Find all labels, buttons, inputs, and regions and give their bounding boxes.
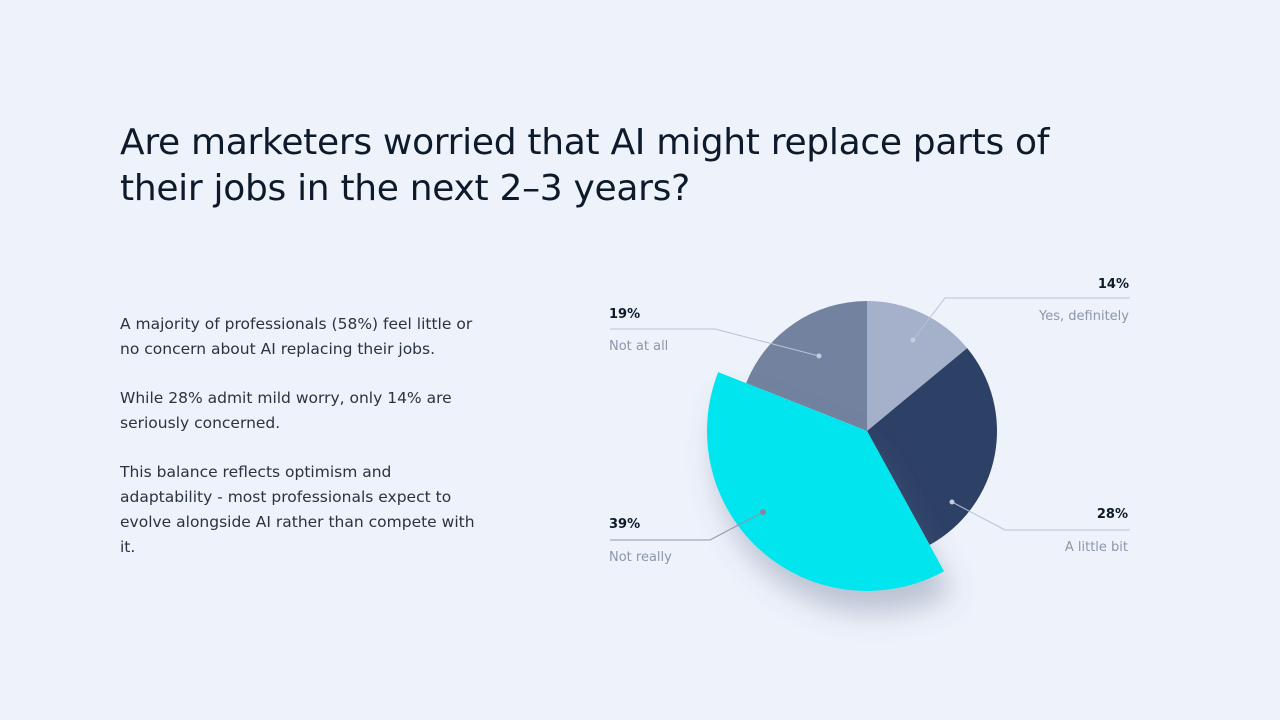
summary-text: A majority of professionals (58%) feel l… [120, 312, 480, 584]
pct-notreally: 39% [609, 517, 641, 532]
dot-yes [910, 337, 916, 343]
pct-yes: 14% [1097, 277, 1129, 292]
paragraph-3: This balance reflects optimism and adapt… [120, 463, 475, 556]
leader-notatall [610, 328, 820, 357]
pie-slice-not-at-all [746, 301, 867, 431]
dot-little [949, 499, 955, 505]
label-yes: Yes, definitely [1039, 309, 1129, 324]
leader-little [951, 501, 1130, 531]
leader-notreally [610, 511, 764, 541]
dot-notreally [760, 509, 766, 515]
pie-slice-not-really [707, 372, 945, 592]
pct-notatall: 19% [609, 307, 641, 322]
paragraph-2: While 28% admit mild worry, only 14% are… [120, 389, 452, 432]
pct-little: 28% [1096, 507, 1128, 522]
label-notreally: Not really [609, 550, 672, 565]
pie-slice-a-little-bit [867, 348, 998, 545]
paragraph-1: A majority of professionals (58%) feel l… [120, 315, 473, 358]
label-little: A little bit [1064, 540, 1128, 555]
page-title: Are marketers worried that AI might repl… [120, 122, 1050, 209]
leader-yes [912, 297, 1130, 341]
label-notatall: Not at all [609, 339, 669, 354]
pie-slice-yes-definitely [867, 301, 968, 431]
dot-notatall [816, 353, 822, 359]
